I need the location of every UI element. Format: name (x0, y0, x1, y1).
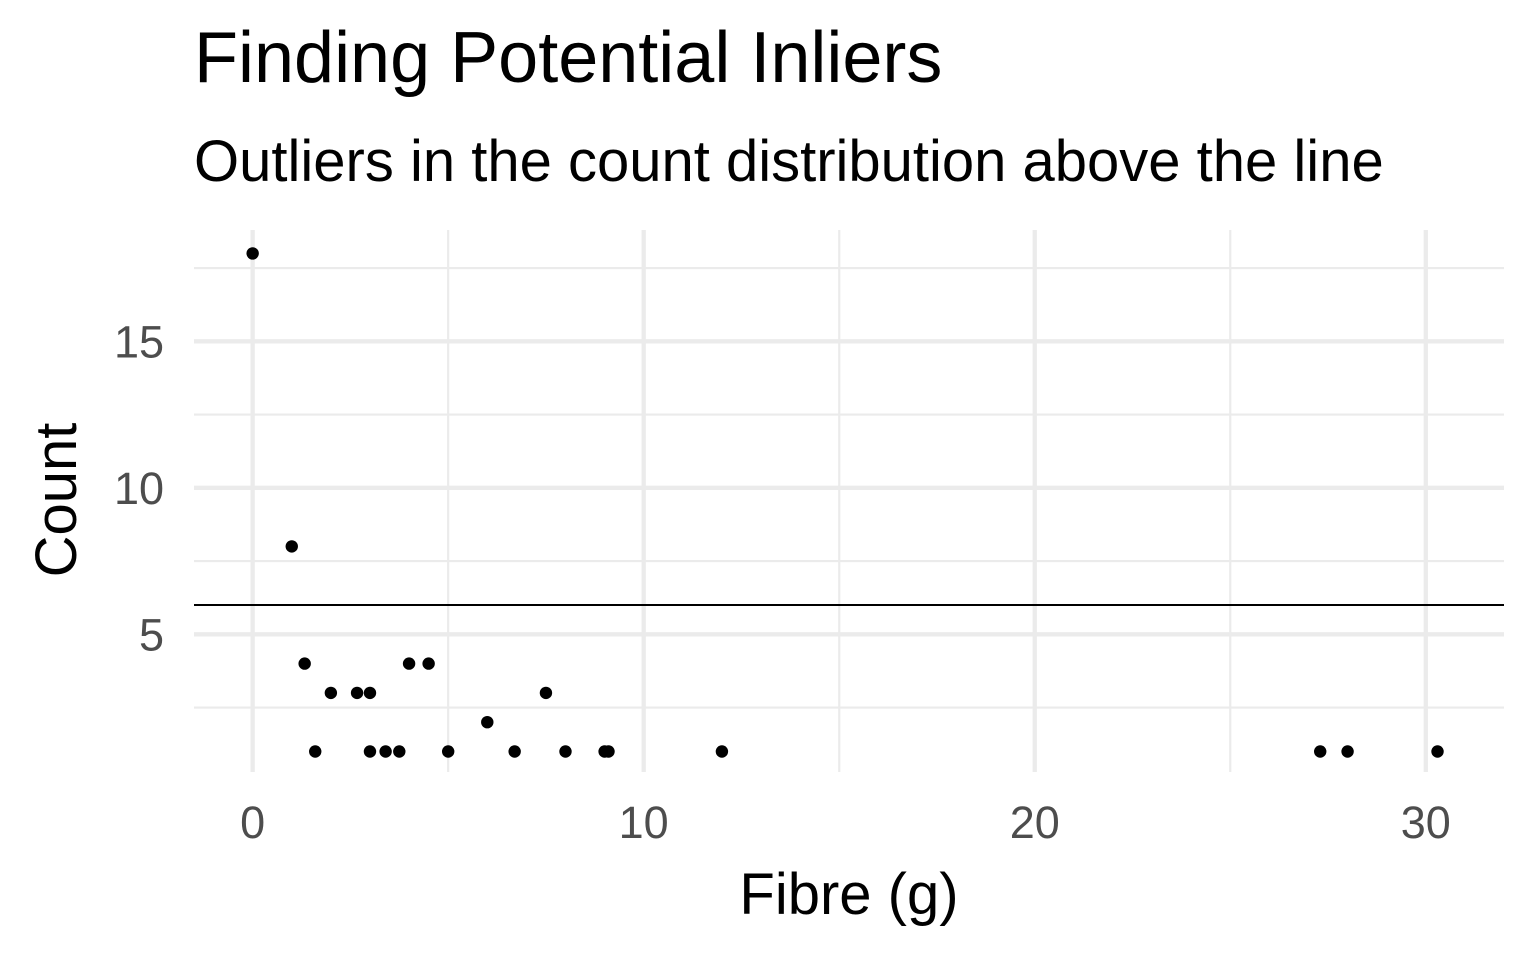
chart-subtitle: Outliers in the count distribution above… (194, 129, 1384, 194)
x-tick-label: 0 (240, 797, 265, 848)
y-tick-label: 10 (114, 463, 164, 514)
data-point (402, 657, 416, 670)
data-point (422, 657, 435, 670)
data-point (324, 686, 338, 700)
data-point (363, 686, 377, 700)
data-point (481, 715, 494, 729)
x-axis-title: Fibre (g) (739, 862, 958, 927)
data-point (246, 247, 259, 260)
data-point (508, 745, 521, 758)
data-point (285, 540, 298, 553)
data-point (298, 657, 311, 670)
data-point (715, 745, 729, 758)
y-axis-ticks: 5 10 15 (114, 316, 164, 660)
x-tick-label: 20 (1010, 797, 1060, 848)
y-tick-label: 15 (114, 316, 164, 367)
data-point (1314, 745, 1327, 758)
y-tick-label: 5 (139, 609, 164, 660)
data-point (393, 745, 406, 758)
x-axis-ticks: 0 10 20 30 (240, 797, 1451, 848)
data-points (246, 247, 1444, 758)
data-point (350, 686, 364, 700)
data-point (441, 745, 455, 758)
data-point (602, 745, 615, 758)
data-point (1341, 745, 1354, 758)
x-tick-label: 10 (619, 797, 669, 848)
y-axis-title: Count (24, 423, 89, 578)
data-point (379, 745, 392, 758)
minor-grid (194, 230, 1504, 772)
data-point (559, 745, 572, 758)
x-tick-label: 30 (1401, 797, 1451, 848)
data-point (363, 745, 377, 758)
data-point (309, 745, 322, 758)
chart-title: Finding Potential Inliers (194, 18, 943, 98)
data-point (539, 686, 553, 700)
data-point (1431, 745, 1444, 758)
major-grid (194, 230, 1504, 772)
